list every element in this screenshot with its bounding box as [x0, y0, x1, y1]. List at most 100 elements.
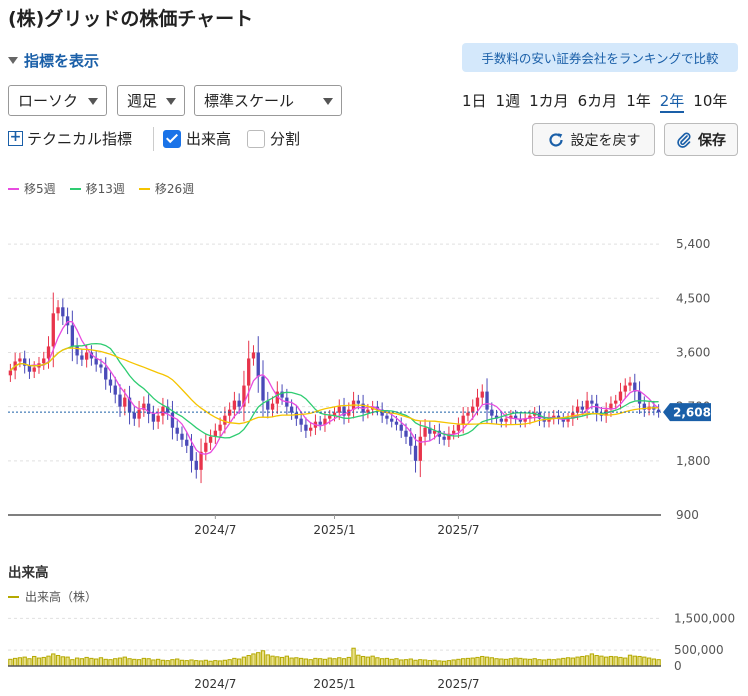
legend-ma5: 移5週 — [8, 180, 56, 197]
split-checkbox[interactable]: 分割 — [247, 128, 300, 149]
candle-body — [471, 406, 475, 413]
volume-bar — [127, 658, 132, 667]
volume-bar — [432, 659, 437, 667]
volume-bar — [608, 655, 614, 667]
volume-bar — [270, 655, 275, 667]
candle-body — [618, 391, 623, 401]
volume-bar — [41, 656, 46, 667]
volume-chart[interactable]: 1,500,000 500,000 0 2024/7 2025/1 2025/7 — [0, 604, 748, 696]
volume-bar — [604, 656, 609, 667]
show-indicators-label: 指標を表示 — [24, 52, 100, 70]
volume-bar — [465, 657, 471, 667]
divider — [153, 127, 154, 151]
candle-body — [51, 313, 55, 347]
show-indicators-toggle[interactable]: 指標を表示 — [8, 50, 99, 71]
volume-bar — [584, 655, 590, 667]
volume-bar — [437, 660, 442, 667]
candle-body — [266, 400, 270, 410]
candle-body — [275, 391, 279, 404]
candle-body — [27, 365, 32, 372]
candle-body — [170, 412, 175, 428]
period-tab[interactable]: 1年 — [626, 92, 651, 110]
volume-y-tick-label: 0 — [674, 659, 682, 673]
checkbox-unchecked-icon — [247, 129, 265, 148]
volume-bar — [551, 659, 556, 667]
volume-bar — [594, 655, 599, 667]
volume-bar — [55, 655, 61, 667]
candle-body — [223, 415, 227, 425]
candle-body — [490, 409, 494, 416]
candle-body — [523, 418, 527, 422]
candle-body — [308, 427, 313, 431]
candle-body — [633, 382, 637, 392]
reset-settings-button[interactable]: 設定を戻す — [532, 123, 655, 156]
period-tab[interactable]: 1カ月 — [529, 92, 569, 110]
volume-bar — [422, 659, 428, 667]
candle-body — [423, 427, 427, 437]
volume-bar — [32, 655, 37, 667]
checkbox-checked-icon — [163, 129, 181, 148]
save-label: 保存 — [698, 132, 726, 149]
candle-body — [642, 403, 646, 410]
candle-body — [204, 442, 208, 452]
legend-ma26: 移26週 — [138, 180, 194, 197]
broker-ranking-link[interactable]: 手数料の安い証券会社をランキングで比較 — [462, 43, 738, 72]
x-tick-label: 2025/1 — [313, 523, 355, 537]
volume-bar — [165, 660, 170, 667]
legend-swatch — [8, 187, 19, 190]
volume-bar — [475, 656, 480, 667]
candle-body — [318, 421, 322, 425]
candle-body — [304, 424, 308, 431]
volume-checkbox[interactable]: 出来高 — [163, 128, 231, 149]
candle-body — [499, 418, 503, 422]
candle-body — [189, 445, 194, 461]
period-tab[interactable]: 1週 — [495, 92, 521, 110]
volume-bar — [580, 655, 585, 667]
price-chart[interactable]: 5,4004,5003,6002,7001,8009002024/72025/1… — [0, 200, 748, 540]
volume-bar — [565, 657, 571, 667]
volume-bar — [461, 658, 466, 667]
candle-body — [280, 391, 284, 398]
candle-body — [108, 379, 113, 386]
volume-bar — [227, 659, 232, 667]
volume-bar — [12, 657, 18, 667]
scale-value: 標準スケール — [204, 92, 295, 110]
candle-body — [289, 406, 294, 413]
period-tab[interactable]: 6カ月 — [577, 92, 618, 110]
technical-indicators-button[interactable]: + テクニカル指標 — [8, 128, 132, 149]
candle-body — [518, 418, 523, 422]
candle-body — [614, 400, 618, 404]
volume-bar — [251, 653, 256, 667]
save-button[interactable]: 保存 — [664, 123, 738, 156]
chart-style-select[interactable]: ローソク — [8, 85, 107, 116]
candle-body — [237, 400, 241, 407]
interval-select[interactable]: 週足 — [117, 85, 185, 116]
volume-bar — [418, 659, 423, 667]
volume-bar — [332, 658, 337, 667]
candle-body — [56, 307, 60, 314]
volume-x-tick-label: 2024/7 — [194, 677, 236, 691]
candle-body — [251, 352, 256, 359]
volume-bar — [599, 655, 604, 667]
scale-select[interactable]: 標準スケール — [194, 85, 342, 116]
volume-bar — [213, 660, 218, 667]
volume-bar — [65, 656, 70, 667]
volume-bar — [284, 655, 290, 667]
candle-body — [428, 427, 432, 434]
volume-bar — [642, 656, 647, 667]
candle-body — [442, 436, 446, 440]
volume-bar — [503, 658, 509, 667]
volume-bar — [294, 657, 299, 667]
volume-bar — [27, 658, 32, 667]
y-tick-label: 1,800 — [676, 454, 710, 468]
period-tab[interactable]: 10年 — [693, 92, 728, 110]
volume-bar — [203, 659, 208, 667]
volume-bar — [375, 657, 380, 667]
y-tick-label: 4,500 — [676, 291, 710, 305]
candle-body — [399, 424, 403, 431]
candle-body — [99, 364, 103, 368]
period-tab[interactable]: 1日 — [462, 92, 487, 110]
period-tab[interactable]: 2年 — [659, 90, 685, 113]
candle-body — [509, 415, 513, 419]
volume-bar — [570, 657, 575, 667]
